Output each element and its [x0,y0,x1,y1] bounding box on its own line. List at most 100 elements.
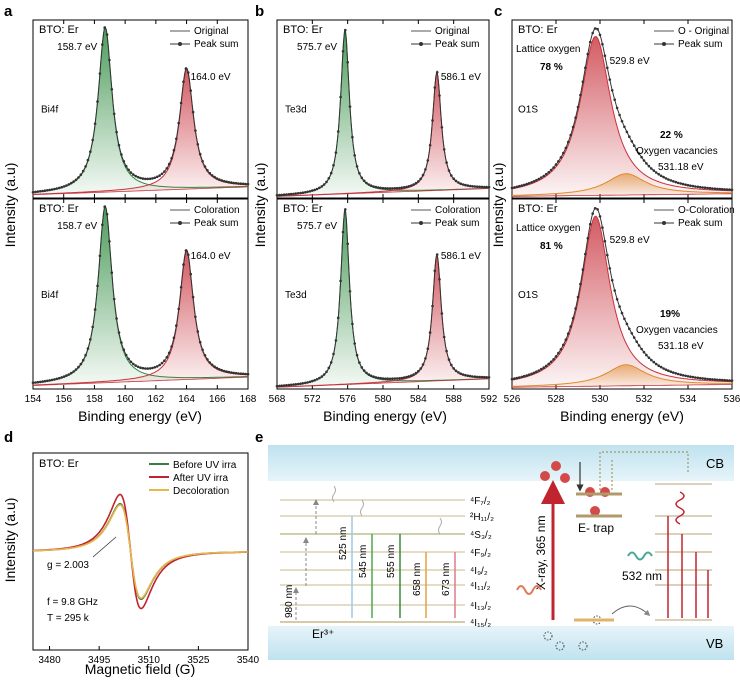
data-point [313,379,317,382]
data-point [327,177,331,180]
data-point [196,330,200,333]
data-point [101,43,104,46]
data-point [657,364,660,368]
data-point [613,289,616,292]
data-point [132,362,135,366]
lattice-oxygen-percent: 78 % [540,62,563,73]
data-point [475,375,479,379]
x-tick-label: 530 [592,394,609,405]
data-point [554,355,558,358]
peak-component [512,173,732,196]
x-tick-label: 592 [481,394,498,405]
data-point [287,193,291,196]
er-levels: ⁴F₇/₂ ²H₁₁/₂ ⁴S₃/₂ ⁴F₉/₂ ⁴I₉/₂ ⁴I₁₁/₂ ⁴I₁₃/₂ ⁴I… [280,485,494,629]
x-tick-label: 588 [445,394,462,405]
data-point [552,166,555,169]
nonradiative-relaxation [332,485,336,503]
data-point [686,183,690,187]
background-line [512,384,733,388]
xlabel-d: Magnetic field (G) [85,661,195,677]
data-point [275,384,279,388]
data-point [433,86,437,89]
energy-level-label: ⁴I₁₁/₂ [470,581,491,592]
data-point [510,377,514,381]
data-point [435,71,439,74]
data-point [445,349,448,353]
data-point [431,304,434,308]
data-point [554,163,558,166]
data-point [308,190,312,193]
xray-wave [516,585,542,595]
legend-label: After UV irra [173,473,228,484]
energy-level-label: ⁴S₃/₂ [470,530,492,541]
data-point [412,373,415,376]
data-point [158,174,161,177]
trap-label: E- trap [578,521,614,535]
data-point [667,369,670,373]
transfer-arrow [611,605,651,616]
vacancy-label: Oxygen vacancies [636,325,718,336]
data-point [62,185,66,188]
panel-letter-c: c [494,3,502,20]
data-point [308,380,312,384]
data-point [513,377,516,380]
energy-diagram: CB VB ⁴F₇/₂ ²H₁₁/₂ ⁴S₃/₂ ⁴F₉/₂ ⁴I₉/₂ ⁴I₁₁/₂ ⁴I… [268,445,734,660]
xlabel-c: Binding energy (eV) [560,408,684,424]
data-point [584,66,587,70]
data-point [213,175,216,179]
data-point [606,253,609,257]
energy-level-label: ²H₁₁/₂ [470,512,494,523]
data-point [574,307,577,310]
data-point [433,269,437,273]
data-point [103,26,106,29]
data-point [325,370,328,374]
data-point [417,180,420,183]
data-point [296,192,300,195]
data-point [706,186,709,190]
legend-marker [178,221,182,225]
data-point [623,125,626,129]
legend-label: Peak sum [678,218,722,229]
background-line [32,376,249,386]
peak-label: 586.1 eV [441,72,481,83]
data-point [424,168,427,171]
data-point [659,174,663,178]
data-point [540,176,543,179]
data-point [691,375,695,379]
data-point [79,362,83,366]
data-point [711,378,714,381]
lattice-oxygen-percent: 81 % [540,241,563,252]
data-point [684,183,687,186]
data-point [667,178,670,181]
data-point [299,382,302,386]
data-point [191,110,195,114]
peak-sum-line [276,208,489,387]
data-point [532,180,536,183]
data-point [672,371,675,374]
data-point [144,367,147,370]
data-point [369,374,373,378]
legend-label: Original [435,26,469,37]
data-point [679,373,682,377]
emission-label: 545 nm [358,545,369,578]
x-tick-label: 526 [504,394,521,405]
data-point [36,380,40,384]
data-point [440,312,444,315]
data-point [355,165,359,168]
data-point [652,169,656,172]
peak-label: 586.1 eV [441,251,481,262]
data-point [374,185,378,189]
data-point [141,366,145,370]
data-point [414,371,418,375]
chart-a-bottom: 154 156 158 160 162 164 166 168 BTO: Er Coloratio… [25,198,257,405]
data-point [696,376,700,380]
data-point [232,371,235,375]
data-point [62,375,66,378]
data-point [588,40,592,44]
data-point [365,371,368,375]
epr-series-line [33,504,248,599]
data-point [728,188,731,191]
data-point [442,148,446,151]
data-point [139,366,142,370]
data-point [220,179,223,182]
